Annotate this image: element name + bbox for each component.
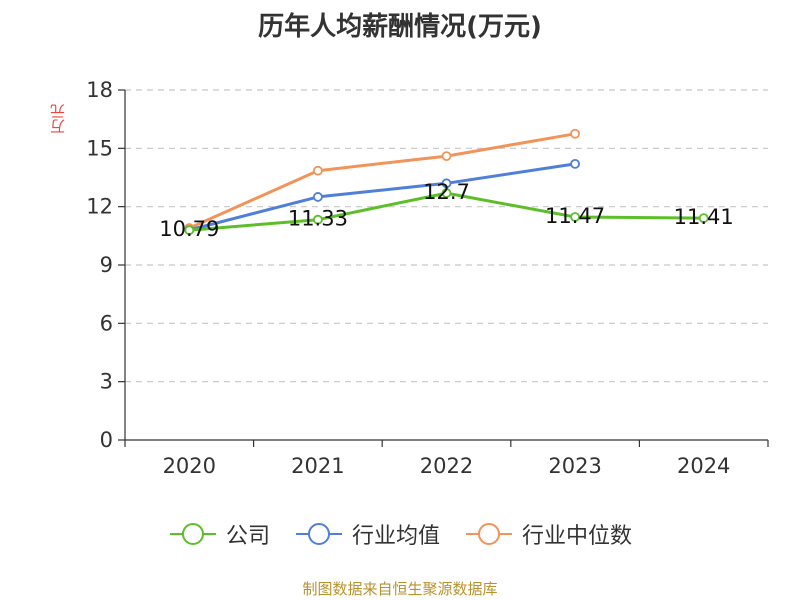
- y-tick-label: 12: [86, 195, 113, 219]
- x-tick-label: 2020: [163, 454, 216, 478]
- series-point-1: [312, 192, 323, 202]
- x-tick-label: 2023: [548, 454, 601, 478]
- data-label: 12.7: [423, 180, 470, 204]
- legend-label: 行业中位数: [522, 524, 633, 549]
- series-point-2: [441, 151, 452, 162]
- data-label: 10.79: [159, 217, 219, 241]
- data-label: 11.33: [288, 207, 348, 231]
- y-tick-label: 6: [100, 311, 113, 335]
- series-point-1: [441, 178, 452, 189]
- series-point-0: [184, 225, 195, 236]
- series-point-0: [698, 213, 709, 224]
- series-point-0: [441, 188, 452, 198]
- legend-swatch-icon: [466, 523, 512, 545]
- legend-item[interactable]: 公司: [168, 518, 270, 550]
- series-point-2: [570, 128, 580, 139]
- series-line-2: [187, 132, 577, 230]
- x-tick-label: 2021: [291, 454, 344, 478]
- data-label: 11.41: [674, 205, 734, 229]
- legend-label: 公司: [225, 524, 270, 549]
- y-tick-label: 0: [100, 428, 113, 452]
- series-line-1: [187, 162, 577, 232]
- legend-swatch-icon: [169, 523, 216, 545]
- legend-swatch-icon: [295, 523, 342, 545]
- series-point-0: [312, 214, 323, 225]
- x-tick-label: 2024: [677, 454, 730, 478]
- data-label: 11.47: [545, 204, 605, 228]
- series-point-1: [570, 158, 580, 169]
- series-point-0: [570, 212, 580, 222]
- x-tick-label: 2022: [420, 454, 473, 478]
- legend-item[interactable]: 行业均值: [294, 518, 440, 550]
- legend-item[interactable]: 行业中位数: [464, 518, 632, 550]
- y-tick-label: 15: [86, 136, 113, 160]
- y-tick-label: 18: [86, 78, 113, 102]
- legend-label: 行业均值: [351, 524, 440, 549]
- source-note: 制图数据来自恒生聚源数据库: [302, 580, 498, 598]
- series-point-2: [312, 165, 323, 176]
- chart-legend: 公司 行业均值 行业中位数: [0, 518, 800, 550]
- y-tick-label: 3: [100, 370, 113, 394]
- chart-title: 历年人均薪酬情况(万元): [258, 12, 542, 42]
- y-tick-label: 9: [100, 253, 113, 277]
